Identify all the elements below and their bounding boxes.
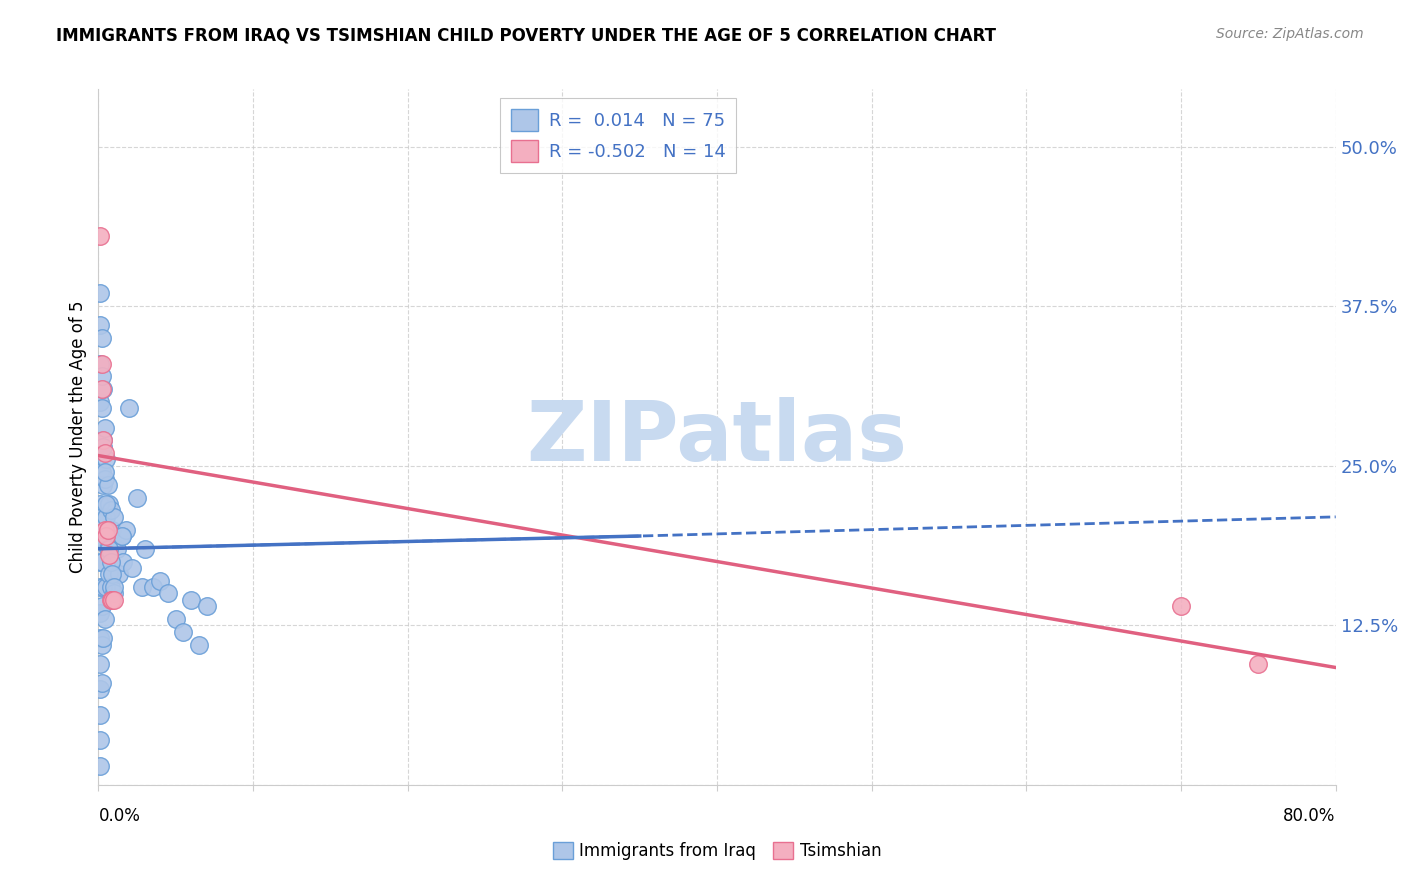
Point: [100, 592, 122, 607]
Point: [90, 599, 112, 614]
Point: [195, 599, 218, 614]
Point: [89, 555, 111, 569]
Point: [180, 592, 202, 607]
Point: [93, 535, 115, 549]
Y-axis label: Child Poverty Under the Age of 5: Child Poverty Under the Age of 5: [69, 301, 87, 574]
Text: 80.0%: 80.0%: [1284, 807, 1336, 825]
Point: [103, 592, 125, 607]
Point: [111, 529, 132, 543]
Text: ZIPatlas: ZIPatlas: [527, 397, 907, 477]
Point: [96, 497, 118, 511]
Point: [90, 357, 112, 371]
Point: [96, 580, 118, 594]
Point: [107, 567, 129, 582]
Point: [105, 541, 128, 556]
Point: [89, 497, 111, 511]
Point: [89, 657, 111, 671]
Point: [89, 529, 111, 543]
Point: [98, 541, 121, 556]
Point: [111, 529, 132, 543]
Point: [89, 631, 111, 645]
Point: [89, 465, 111, 479]
Point: [97, 523, 120, 537]
Point: [96, 529, 118, 543]
Point: [91, 478, 114, 492]
Text: 0.0%: 0.0%: [98, 807, 141, 825]
Point: [96, 452, 118, 467]
Point: [97, 541, 120, 556]
Point: [89, 286, 111, 301]
Point: [97, 523, 120, 537]
Point: [165, 612, 187, 626]
Point: [1170, 599, 1192, 614]
Point: [134, 541, 156, 556]
Point: [1247, 657, 1270, 671]
Point: [90, 401, 112, 416]
Point: [90, 369, 112, 384]
Text: IMMIGRANTS FROM IRAQ VS TSIMSHIAN CHILD POVERTY UNDER THE AGE OF 5 CORRELATION C: IMMIGRANTS FROM IRAQ VS TSIMSHIAN CHILD …: [56, 27, 997, 45]
Point: [91, 529, 114, 543]
Point: [89, 733, 111, 747]
Text: Source: ZipAtlas.com: Source: ZipAtlas.com: [1216, 27, 1364, 41]
Point: [97, 478, 120, 492]
Point: [98, 567, 121, 582]
Point: [93, 612, 115, 626]
Point: [90, 555, 112, 569]
Legend: Immigrants from Iraq, Tsimshian: Immigrants from Iraq, Tsimshian: [546, 836, 889, 867]
Point: [93, 446, 115, 460]
Point: [90, 509, 112, 524]
Point: [112, 555, 135, 569]
Point: [101, 592, 124, 607]
Point: [91, 434, 114, 448]
Point: [90, 638, 112, 652]
Point: [91, 434, 114, 448]
Point: [100, 503, 122, 517]
Point: [131, 580, 153, 594]
Point: [103, 586, 125, 600]
Point: [90, 382, 112, 396]
Point: [101, 523, 124, 537]
Point: [149, 574, 172, 588]
Point: [127, 491, 149, 505]
Point: [91, 580, 114, 594]
Point: [89, 395, 111, 409]
Point: [93, 523, 115, 537]
Point: [91, 631, 114, 645]
Point: [157, 586, 180, 600]
Point: [89, 580, 111, 594]
Point: [98, 497, 121, 511]
Point: [89, 229, 111, 244]
Point: [89, 440, 111, 454]
Point: [121, 561, 143, 575]
Point: [100, 555, 122, 569]
Point: [89, 682, 111, 697]
Point: [89, 707, 111, 722]
Point: [93, 420, 115, 434]
Point: [100, 580, 122, 594]
Point: [93, 472, 115, 486]
Point: [98, 548, 121, 562]
Point: [89, 759, 111, 773]
Point: [103, 509, 125, 524]
Point: [89, 318, 111, 333]
Point: [91, 440, 114, 454]
Point: [118, 401, 141, 416]
Point: [89, 606, 111, 620]
Point: [93, 465, 115, 479]
Point: [172, 624, 194, 639]
Point: [141, 580, 165, 594]
Point: [90, 331, 112, 345]
Point: [188, 638, 211, 652]
Point: [115, 523, 138, 537]
Point: [91, 382, 114, 396]
Point: [90, 676, 112, 690]
Point: [101, 567, 124, 582]
Point: [103, 580, 125, 594]
Point: [96, 509, 118, 524]
Point: [90, 465, 112, 479]
Point: [89, 357, 111, 371]
